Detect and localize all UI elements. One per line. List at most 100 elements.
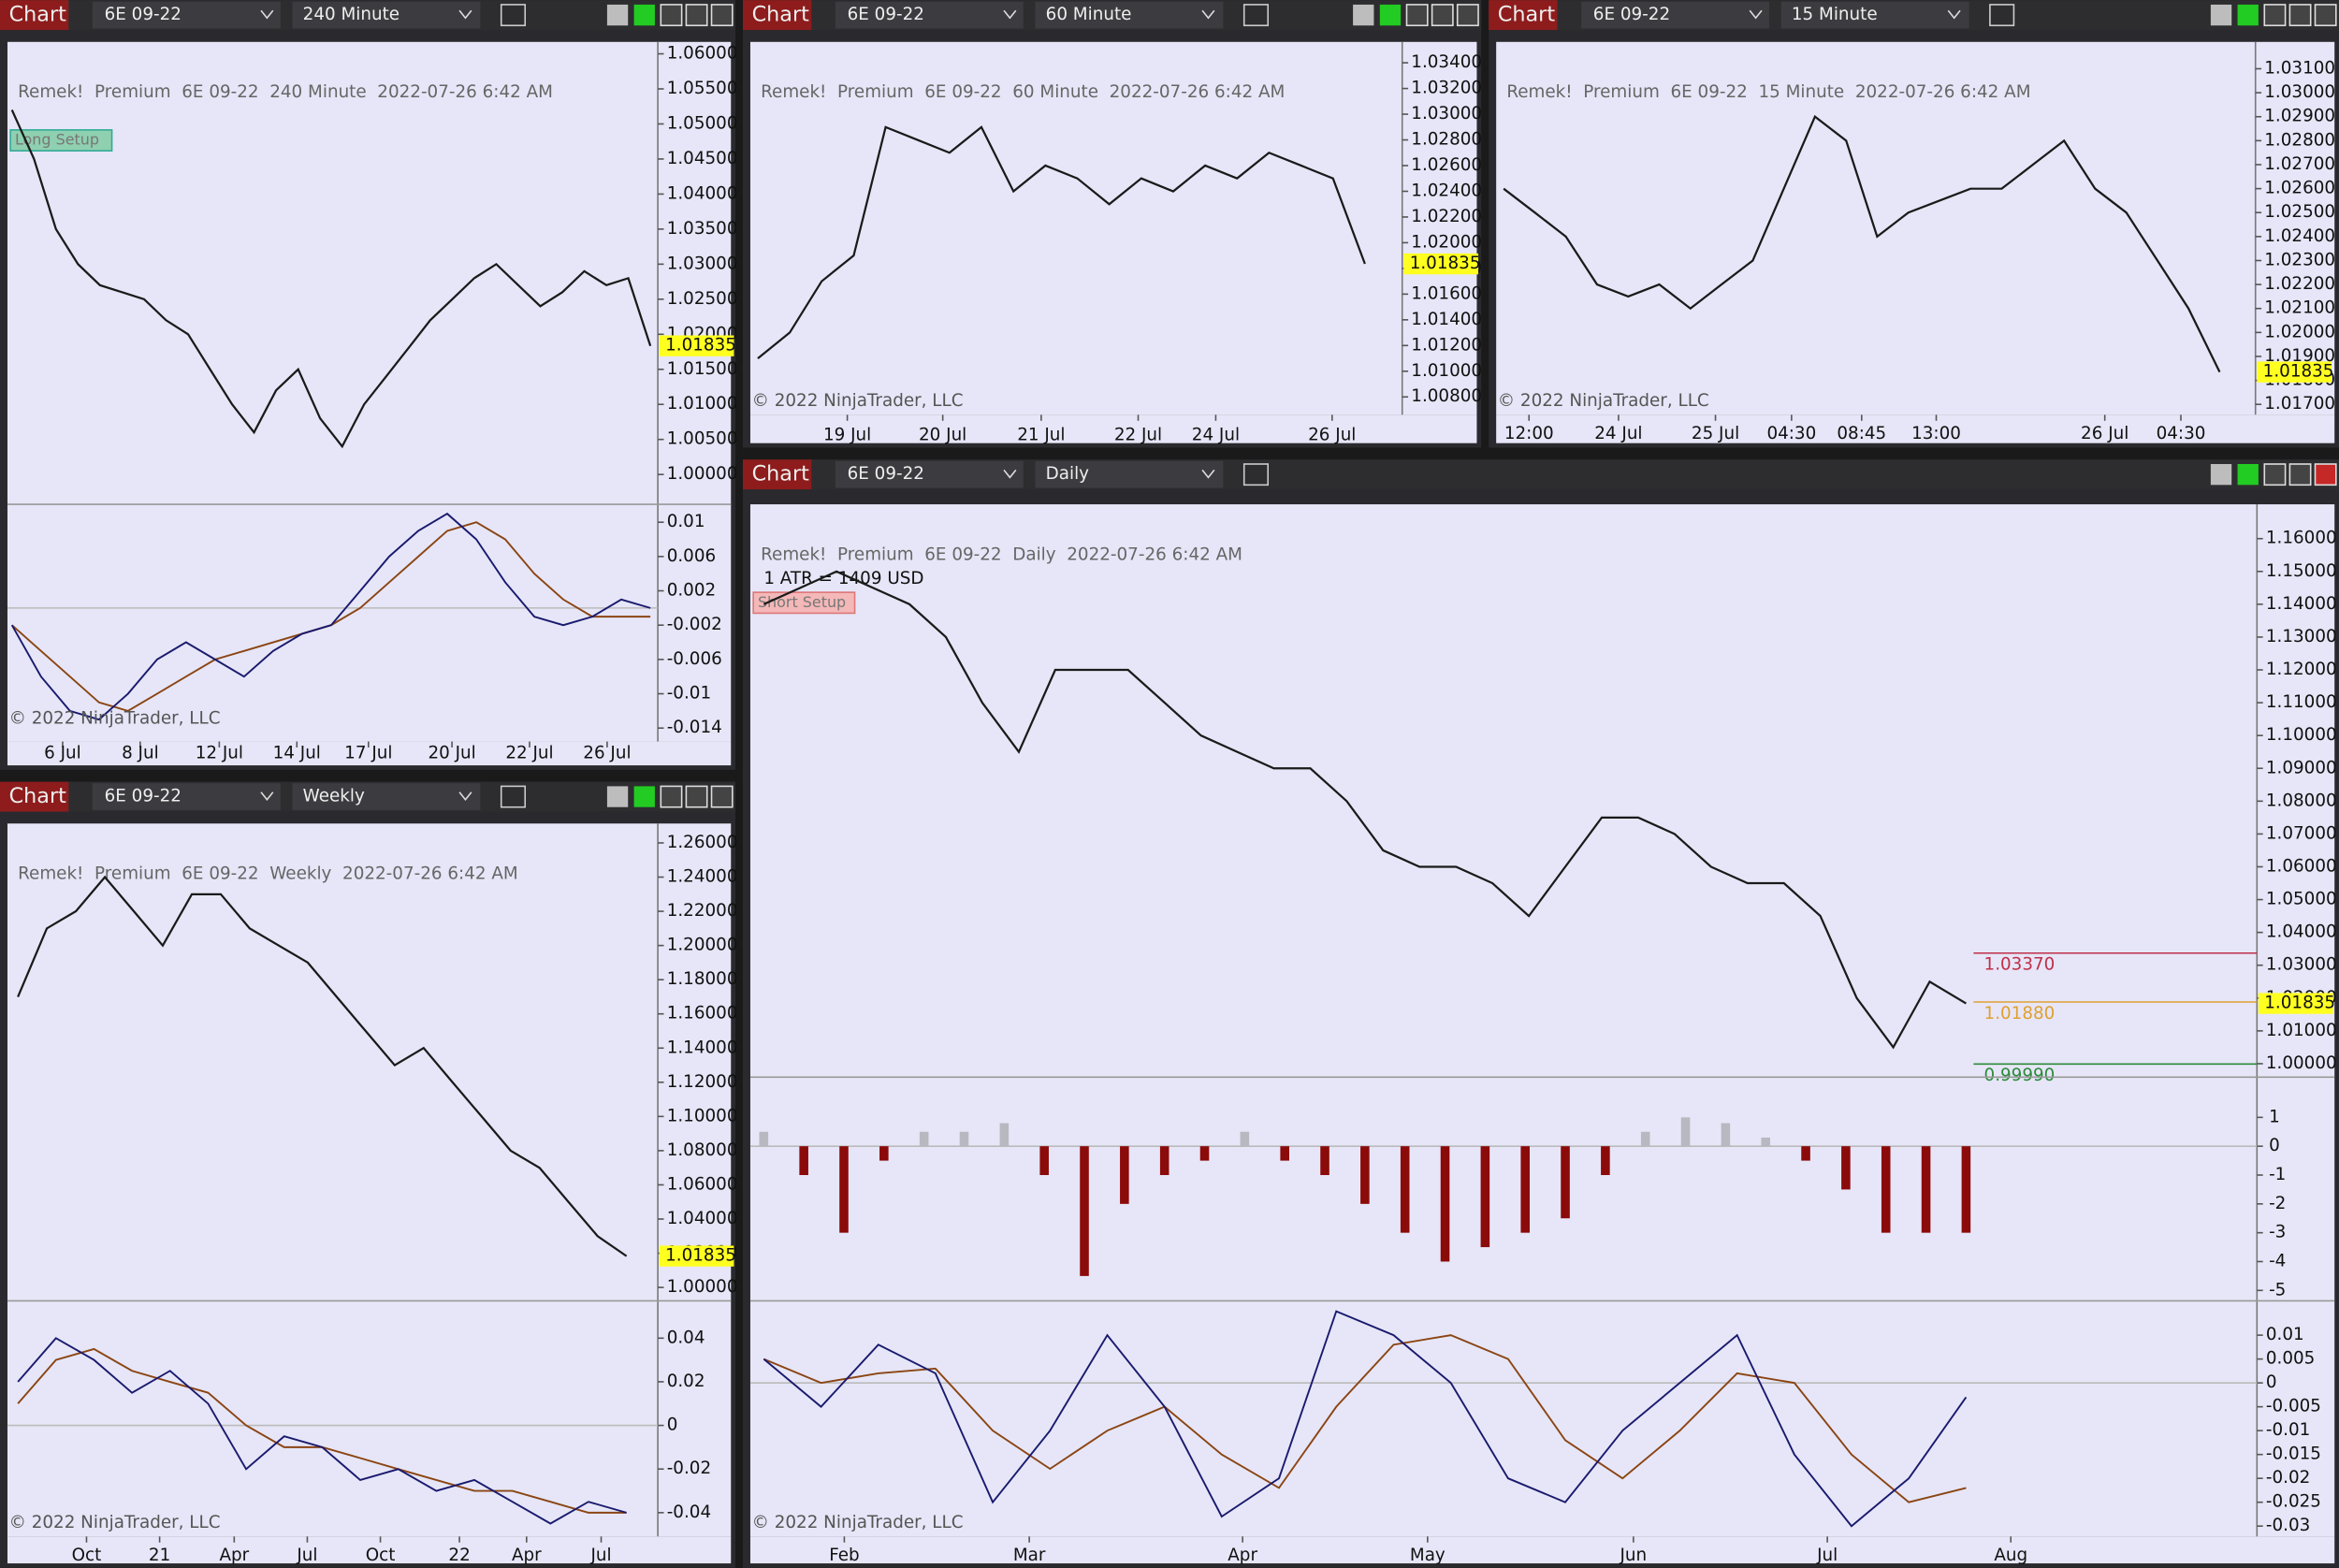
x-tick-label: 22 <box>448 1546 470 1565</box>
price-tick-label: 1.22000 <box>667 901 738 921</box>
price-tick-label: 1.01400 <box>1411 310 1482 329</box>
x-tick-label: 24 Jul <box>1594 424 1642 443</box>
x-axis-area <box>749 414 1477 443</box>
window-maximize-button[interactable] <box>685 785 708 808</box>
color-swatch[interactable] <box>633 786 655 807</box>
window-close-button[interactable] <box>2314 4 2337 27</box>
chart-header: Remek! Premium 6E 09-22 240 Minute 2022-… <box>18 82 553 102</box>
window-close-button[interactable] <box>710 785 734 808</box>
bar-type-button[interactable] <box>1242 4 1270 27</box>
chart-button-bg[interactable] <box>0 781 69 812</box>
osc-tick-label: 0.04 <box>667 1328 705 1347</box>
chart-button[interactable]: Chart <box>752 462 810 486</box>
x-tick-label: Mar <box>1013 1546 1046 1565</box>
color-swatch[interactable] <box>2237 4 2259 26</box>
dropdown-arrow <box>260 791 274 802</box>
price-tick-label: 1.13000 <box>2266 627 2337 646</box>
color-swatch[interactable] <box>2210 4 2232 26</box>
instrument-dropdown[interactable] <box>835 1 1024 29</box>
price-line <box>17 875 628 1257</box>
interval-dropdown[interactable] <box>292 783 481 810</box>
instrument-label[interactable]: 6E 09-22 <box>848 464 924 484</box>
window-maximize-button[interactable] <box>2288 4 2312 27</box>
color-swatch[interactable] <box>1379 4 1402 26</box>
window-maximize-button[interactable] <box>685 4 708 27</box>
window-close-button[interactable] <box>1456 4 1479 27</box>
price-tick-label: 1.04500 <box>667 149 738 168</box>
hist-tick-label: -1 <box>2269 1165 2286 1184</box>
color-swatch[interactable] <box>633 4 655 26</box>
interval-label[interactable]: Daily <box>1046 464 1090 484</box>
chart-header: Remek! Premium 6E 09-22 15 Minute 2022-0… <box>1506 82 2030 102</box>
price-tick-label: 1.07000 <box>2266 823 2337 843</box>
interval-dropdown[interactable] <box>1035 460 1224 488</box>
osc-tick-label: -0.014 <box>667 718 722 737</box>
interval-label[interactable]: 15 Minute <box>1792 5 1878 24</box>
instrument-label[interactable]: 6E 09-22 <box>848 5 924 24</box>
chart-button-bg[interactable] <box>1489 0 1558 31</box>
price-tick-label: 1.02300 <box>2264 250 2335 269</box>
dropdown-arrow <box>1003 9 1017 20</box>
price-tick-label: 1.02600 <box>1411 155 1482 175</box>
window-minimize-button[interactable] <box>2263 4 2287 27</box>
window-minimize-button[interactable] <box>660 785 683 808</box>
instrument-dropdown[interactable] <box>835 460 1024 488</box>
price-tick-label: 1.16000 <box>667 1004 738 1024</box>
interval-dropdown[interactable] <box>1035 1 1224 29</box>
instrument-label[interactable]: 6E 09-22 <box>105 787 182 806</box>
chart-button[interactable]: Chart <box>1498 3 1556 27</box>
window-minimize-button[interactable] <box>1405 4 1429 27</box>
window-minimize-button[interactable] <box>2263 463 2287 486</box>
interval-label[interactable]: 240 Minute <box>303 5 400 24</box>
osc-tick-label: -0.006 <box>667 649 722 669</box>
price-tick-label: 1.02000 <box>1411 232 1482 252</box>
hist-bar <box>1480 1146 1490 1248</box>
bar-type-button[interactable] <box>500 4 527 27</box>
instrument-label[interactable]: 6E 09-22 <box>1593 5 1670 24</box>
x-tick-label: Oct <box>72 1546 102 1565</box>
chart-button-bg[interactable] <box>0 0 69 31</box>
instrument-dropdown[interactable] <box>1581 1 1769 29</box>
color-swatch[interactable] <box>2237 464 2259 486</box>
hist-bar <box>1680 1117 1691 1147</box>
interval-dropdown[interactable] <box>292 1 481 29</box>
axis-area <box>658 823 732 1537</box>
osc-tick-label: 0.002 <box>667 581 716 601</box>
bar-type-button[interactable] <box>500 785 527 808</box>
chart-button[interactable]: Chart <box>9 784 67 808</box>
interval-label[interactable]: 60 Minute <box>1046 5 1132 24</box>
axis-area <box>1402 41 1477 415</box>
chart-button[interactable]: Chart <box>752 3 810 27</box>
window-close-button[interactable] <box>710 4 734 27</box>
osc-tick-label: -0.02 <box>667 1459 711 1478</box>
price-tick-label: 1.00000 <box>2266 1053 2337 1073</box>
color-swatch[interactable] <box>2210 464 2232 486</box>
bar-type-button[interactable] <box>1989 4 2015 27</box>
hist-tick-label: -3 <box>2269 1223 2286 1242</box>
interval-label[interactable]: Weekly <box>303 787 365 806</box>
window-close-button[interactable] <box>2314 463 2337 486</box>
color-swatch[interactable] <box>606 4 629 26</box>
color-swatch[interactable] <box>1353 4 1374 26</box>
price-tick-label: 1.00800 <box>1411 386 1482 406</box>
hist-bar <box>1721 1123 1731 1147</box>
last-price-tag <box>659 1245 734 1267</box>
interval-dropdown[interactable] <box>1780 1 1969 29</box>
price-tick-label: 1.02800 <box>2264 130 2335 150</box>
last-price-tag <box>2257 361 2332 383</box>
window-maximize-button[interactable] <box>1431 4 1454 27</box>
window-minimize-button[interactable] <box>660 4 683 27</box>
window-maximize-button[interactable] <box>2288 463 2312 486</box>
price-tick-label: 1.03000 <box>667 254 738 273</box>
price-tick-label: 1.01600 <box>1411 283 1482 303</box>
chart-button-bg[interactable] <box>743 459 812 490</box>
chart-button-bg[interactable] <box>743 0 812 31</box>
price-tick-label: 1.04000 <box>2266 922 2337 942</box>
instrument-dropdown[interactable] <box>92 783 281 810</box>
price-tick-label: 1.05000 <box>2266 890 2337 909</box>
chart-button[interactable]: Chart <box>9 3 67 27</box>
color-swatch[interactable] <box>606 786 629 807</box>
instrument-label[interactable]: 6E 09-22 <box>105 5 182 24</box>
instrument-dropdown[interactable] <box>92 1 281 29</box>
bar-type-button[interactable] <box>1242 463 1270 486</box>
